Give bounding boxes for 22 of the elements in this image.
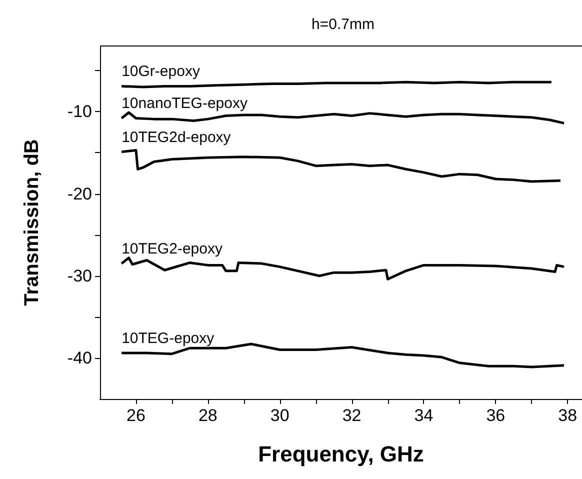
line-series: [120, 149, 562, 183]
x-tick-label: 36: [486, 406, 506, 425]
x-tick-label: 38: [558, 406, 578, 425]
x-tick-label: 28: [198, 406, 218, 425]
y-tick-label: -10: [67, 102, 92, 122]
series-label: 10nanoTEG-epoxy: [122, 95, 248, 112]
x-axis-title: Frequency, GHz: [258, 442, 424, 466]
x-tick-label: 32: [342, 406, 362, 425]
y-tick-label: -20: [67, 184, 92, 204]
y-tick-label: -40: [67, 348, 92, 368]
y-tick-label: -30: [67, 266, 92, 286]
x-tick-label: 30: [270, 406, 290, 425]
series-label: 10Gr-epoxy: [122, 63, 200, 80]
x-tick-label: 26: [126, 406, 146, 425]
line-series: [120, 111, 566, 124]
chart-title: h=0.7mm: [312, 16, 374, 33]
x-tick-label: 34: [414, 406, 434, 425]
series-label: 10TEG2d-epoxy: [122, 128, 232, 146]
series-label: 10TEG2-epoxy: [122, 240, 223, 258]
series-label: 10TEG-epoxy: [122, 330, 215, 348]
y-axis-title: Transmission, dB: [21, 139, 43, 306]
line-series: [120, 256, 566, 280]
